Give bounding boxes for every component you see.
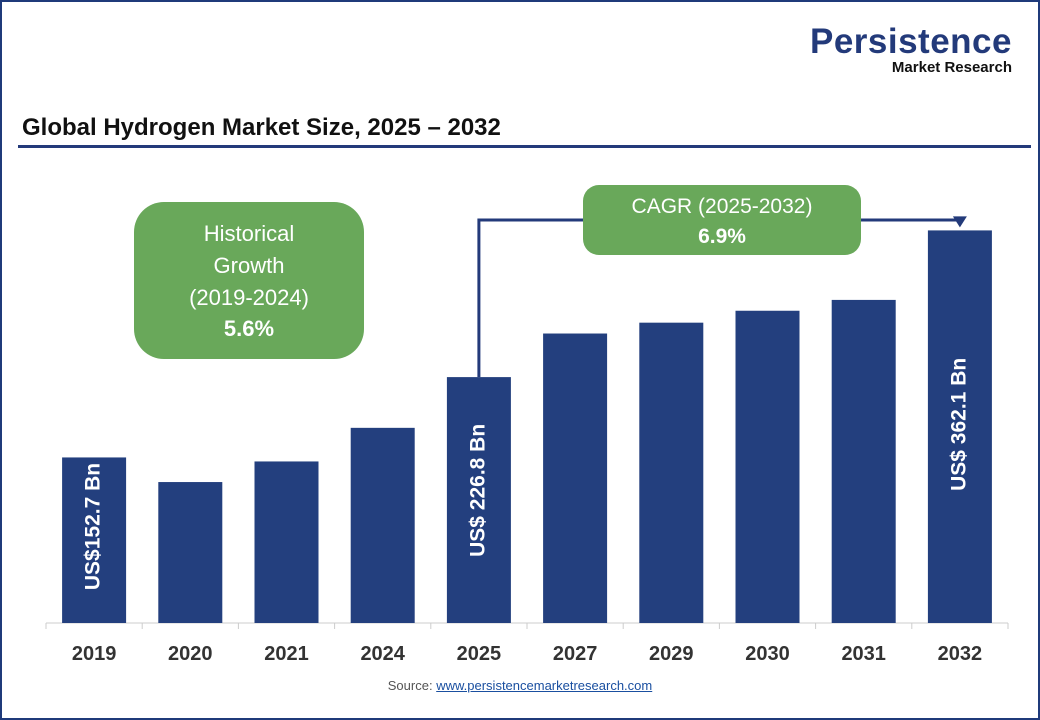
x-tick-label: 2031 [841,643,886,665]
cagr-label: CAGR (2025-2032) [632,195,813,218]
historical-label-line: Historical [204,221,294,246]
company-logo[interactable]: Persistence Market Research [810,24,1012,76]
historical-value: 5.6% [224,316,274,341]
x-tick-label: 2024 [360,643,405,665]
source-label: Source: [387,678,433,693]
x-tick-label: 2029 [649,643,694,665]
bar-2019 [62,457,127,623]
bar-2024 [350,427,415,623]
data-label: US$152.7 Bn [82,463,105,590]
source-note: Source: www.persistencemarketresearch.co… [0,678,1040,693]
bar-2027 [543,333,608,623]
data-label: US$ 226.8 Bn [466,424,489,557]
x-tick-label: 2032 [938,643,983,665]
x-tick-label: 2020 [168,643,213,665]
logo-name: Persistence [809,22,1012,61]
bar-2029 [639,322,704,623]
x-tick-label: 2025 [457,643,502,665]
x-tick-label: 2027 [553,643,598,665]
bar-2032 [927,230,992,624]
historical-callout [134,202,364,359]
source-link[interactable]: www.persistencemarketresearch.com [436,678,653,693]
logo-tagline: Market Research [891,59,1012,76]
historical-label-line: (2019-2024) [189,285,309,310]
historical-label-line: Growth [214,253,285,278]
x-tick-label: 2021 [264,643,309,665]
bar-2020 [158,482,223,623]
cagr-value: 6.9% [698,225,746,248]
bar-2021 [254,461,319,623]
bar-2025 [446,377,511,623]
title-divider [18,145,1031,148]
x-tick-label: 2019 [72,643,117,665]
data-label: US$ 362.1 Bn [947,358,970,491]
x-tick-label: 2030 [745,643,790,665]
cagr-callout [583,185,861,255]
cagr-arrowhead [952,216,967,228]
chart-title: Global Hydrogen Market Size, 2025 – 2032 [22,114,501,141]
bar-2030 [735,310,800,623]
bar-2031 [831,299,896,623]
